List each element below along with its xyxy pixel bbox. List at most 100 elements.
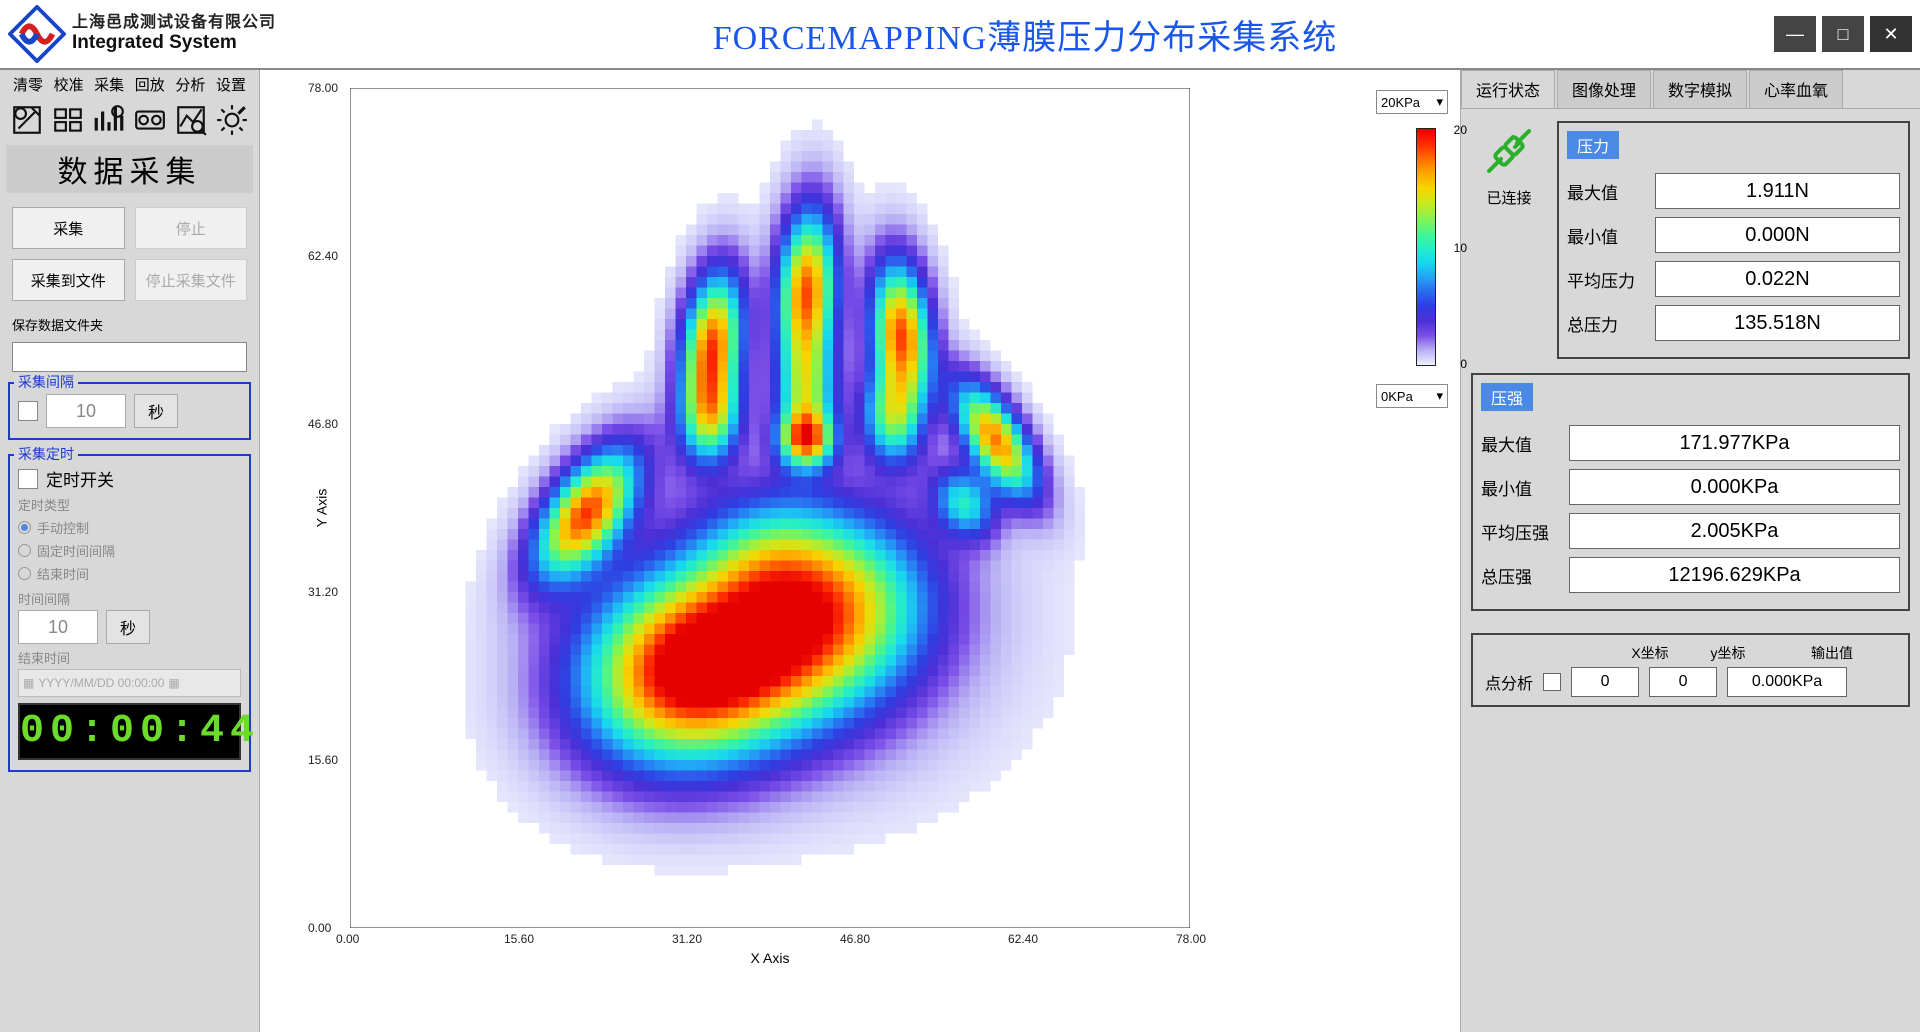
pressure-value: 1.911N	[1655, 173, 1900, 209]
toolbar-clear-icon[interactable]	[8, 101, 46, 139]
point-analysis-box: X坐标 y坐标 输出值 点分析 0 0 0.000KPa	[1471, 633, 1910, 707]
toolbar-collect-icon[interactable]	[90, 101, 128, 139]
timer-interval-label: 时间间隔	[18, 585, 241, 610]
pressure-row: 平均压力 0.022N	[1567, 261, 1900, 297]
titlebar: 上海邑成测试设备有限公司 Integrated System FORCEMAPP…	[0, 0, 1920, 70]
point-out-header: 输出值	[1772, 643, 1892, 663]
intensity-row: 总压强 12196.629KPa	[1481, 557, 1900, 593]
pressure-row: 最小值 0.000N	[1567, 217, 1900, 253]
x-tick: 31.20	[672, 932, 702, 946]
x-tick: 62.40	[1008, 932, 1038, 946]
pressure-group: 压力 最大值 1.911N 最小值 0.000N 平均压力 0.022N 总压力 135.51…	[1557, 121, 1910, 359]
app-title: FORCEMAPPING薄膜压力分布采集系统	[276, 10, 1774, 59]
point-y-header: y坐标	[1694, 643, 1762, 663]
stop-button[interactable]: 停止	[135, 207, 248, 249]
stop-collect-file-button[interactable]: 停止采集文件	[135, 259, 248, 301]
interval-value[interactable]: 10	[46, 394, 126, 428]
tab-image[interactable]: 图像处理	[1557, 70, 1651, 108]
tab-simulate[interactable]: 数字模拟	[1653, 70, 1747, 108]
timer-switch-checkbox[interactable]	[18, 469, 38, 489]
tab-heartrate[interactable]: 心率血氧	[1749, 70, 1843, 108]
pressure-label: 最大值	[1567, 179, 1645, 204]
intensity-value: 171.977KPa	[1569, 425, 1900, 461]
chevron-down-icon: ▾	[1436, 388, 1443, 404]
pressure-row: 最大值 1.911N	[1567, 173, 1900, 209]
menu-playback[interactable]: 回放	[130, 74, 170, 95]
toolbar-settings-icon[interactable]	[213, 101, 251, 139]
y-tick: 46.80	[308, 417, 338, 431]
window-maximize-button[interactable]: □	[1822, 16, 1864, 52]
intensity-row: 最小值 0.000KPa	[1481, 469, 1900, 505]
calendar-picker-icon: ▦	[168, 676, 179, 690]
point-x-header: X坐标	[1616, 643, 1684, 663]
connected-icon	[1479, 121, 1539, 181]
right-panel: 运行状态 图像处理 数字模拟 心率血氧	[1460, 70, 1920, 1032]
left-sidebar: 清零 校准 采集 回放 分析 设置 数据采集 采集 停止 采集到文件 停止采	[0, 70, 260, 1032]
y-axis-label: Y Axis	[313, 489, 329, 528]
intensity-group-title: 压强	[1481, 383, 1533, 411]
company-name-en: Integrated System	[72, 32, 276, 54]
timer-switch-label: 定时开关	[46, 466, 114, 491]
x-tick: 0.00	[336, 932, 359, 946]
scale-max-select[interactable]: 20KPa▾	[1376, 90, 1448, 114]
company-logo-icon	[8, 5, 66, 63]
timer-interval-value[interactable]: 10	[18, 610, 98, 644]
timer-opt-end[interactable]: 结束时间	[18, 562, 241, 585]
intensity-label: 最大值	[1481, 431, 1559, 456]
timer-legend: 采集定时	[14, 444, 78, 464]
point-x-value[interactable]: 0	[1571, 667, 1639, 697]
menu-analyze[interactable]: 分析	[170, 74, 210, 95]
y-tick: 15.60	[308, 753, 338, 767]
pressure-value: 0.000N	[1655, 217, 1900, 253]
menu-calibrate[interactable]: 校准	[49, 74, 89, 95]
intensity-value: 12196.629KPa	[1569, 557, 1900, 593]
save-folder-input[interactable]	[12, 342, 247, 372]
point-checkbox[interactable]	[1543, 673, 1561, 691]
point-y-value[interactable]: 0	[1649, 667, 1717, 697]
tabbar: 运行状态 图像处理 数字模拟 心率血氧	[1461, 70, 1920, 108]
toolbar-playback-icon[interactable]	[131, 101, 169, 139]
pressure-value: 135.518N	[1655, 305, 1900, 341]
collect-button[interactable]: 采集	[12, 207, 125, 249]
pressure-value: 0.022N	[1655, 261, 1900, 297]
intensity-label: 最小值	[1481, 475, 1559, 500]
tab-status[interactable]: 运行状态	[1461, 70, 1555, 108]
x-tick: 15.60	[504, 932, 534, 946]
timer-endtime-label: 结束时间	[18, 644, 241, 669]
timer-endtime-input[interactable]: ▦ YYYY/MM/DD 00:00:00 ▦	[18, 669, 241, 697]
toolbar	[6, 101, 253, 139]
pressure-label: 平均压力	[1567, 267, 1645, 292]
sidebar-title: 数据采集	[6, 145, 253, 193]
pressure-label: 最小值	[1567, 223, 1645, 248]
chevron-down-icon: ▾	[1436, 94, 1443, 110]
scale-min-select[interactable]: 0KPa▾	[1376, 384, 1448, 408]
intensity-group: 压强 最大值 171.977KPa 最小值 0.000KPa 平均压强 2.005KPa 总…	[1471, 373, 1910, 611]
connected-label: 已连接	[1486, 187, 1531, 208]
intensity-value: 2.005KPa	[1569, 513, 1900, 549]
menu-collect[interactable]: 采集	[89, 74, 129, 95]
pressure-group-title: 压力	[1567, 131, 1619, 159]
timer-interval-unit: 秒	[106, 610, 150, 644]
menu-settings[interactable]: 设置	[211, 74, 251, 95]
y-tick: 78.00	[308, 81, 338, 95]
window-close-button[interactable]: ✕	[1870, 16, 1912, 52]
intensity-label: 总压强	[1481, 563, 1559, 588]
pressure-row: 总压力 135.518N	[1567, 305, 1900, 341]
intensity-label: 平均压强	[1481, 519, 1559, 544]
interval-legend: 采集间隔	[14, 372, 78, 392]
timer-type-label: 定时类型	[18, 491, 241, 516]
save-folder-label: 保存数据文件夹	[6, 311, 253, 336]
menu-clear[interactable]: 清零	[8, 74, 48, 95]
interval-checkbox[interactable]	[18, 401, 38, 421]
toolbar-analyze-icon[interactable]	[172, 101, 210, 139]
chart-area: Y Axis X Axis 0.000.0015.6015.6031.2031.…	[260, 70, 1460, 1032]
window-minimize-button[interactable]: ―	[1774, 16, 1816, 52]
timer-opt-fixed[interactable]: 固定时间间隔	[18, 539, 241, 562]
toolbar-calibrate-icon[interactable]	[49, 101, 87, 139]
intensity-value: 0.000KPa	[1569, 469, 1900, 505]
pressure-label: 总压力	[1567, 311, 1645, 336]
collect-to-file-button[interactable]: 采集到文件	[12, 259, 125, 301]
chart-axes	[350, 88, 1190, 928]
x-tick: 46.80	[840, 932, 870, 946]
timer-opt-manual[interactable]: 手动控制	[18, 516, 241, 539]
